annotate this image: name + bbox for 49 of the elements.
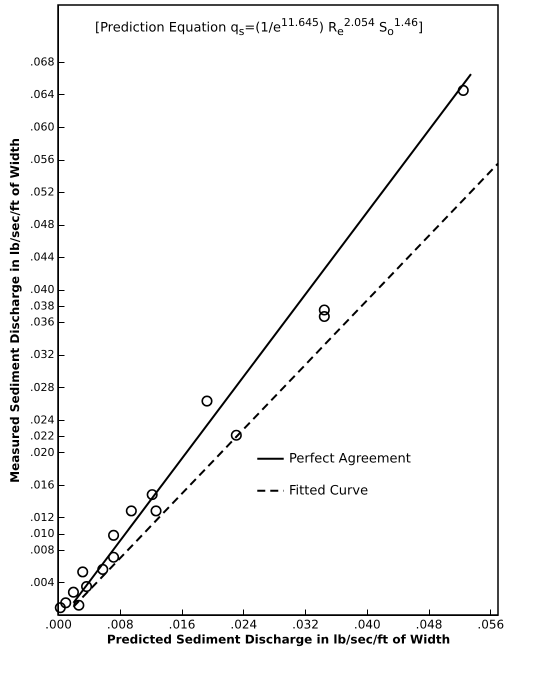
- y-tick-label: .032: [30, 348, 54, 362]
- point: [318, 304, 330, 316]
- y-tick-label: .060: [30, 120, 54, 134]
- point: [77, 566, 88, 578]
- point: [230, 430, 242, 441]
- y-tick-label: .068: [30, 55, 54, 68]
- y-tick-label: .024: [30, 413, 54, 426]
- point: [97, 564, 108, 575]
- y-tick-label: .040: [30, 283, 54, 296]
- point: [81, 581, 92, 592]
- y-tick-label: .022: [30, 430, 54, 443]
- point: [73, 600, 84, 611]
- x-axis-title: Predicted Sediment Discharge in lb/sec/ft of Width: [106, 632, 450, 646]
- legend-label: Perfect Agreement: [289, 452, 411, 467]
- x-tick-label: .056: [477, 618, 504, 632]
- y-tick-label: .028: [30, 380, 54, 394]
- point: [458, 84, 469, 96]
- x-tick-label: .032: [292, 618, 319, 632]
- y-tick-label: .044: [30, 250, 54, 264]
- point: [126, 505, 137, 516]
- point: [54, 602, 66, 614]
- y-tick-label: .036: [30, 316, 54, 329]
- y-tick-label: .038: [30, 299, 54, 312]
- point: [108, 552, 120, 563]
- x-tick-label: .008: [106, 618, 134, 632]
- y-tick-label: .052: [30, 186, 54, 199]
- point: [201, 396, 213, 407]
- y-axis-title: Measured Sediment Discharge in lb/sec/ft of Width: [8, 138, 22, 483]
- point: [146, 489, 158, 500]
- point: [150, 505, 162, 516]
- y-tick-label: .064: [30, 88, 54, 101]
- y-tick-label: .008: [30, 543, 54, 556]
- y-tick-label: .016: [30, 478, 54, 492]
- point: [108, 530, 120, 541]
- x-tick-label: .024: [230, 618, 258, 632]
- point: [318, 310, 330, 322]
- legend-label: Fitted Curve: [289, 484, 368, 499]
- y-tick-label: .048: [30, 218, 54, 232]
- x-tick-label: .040: [354, 618, 381, 632]
- y-tick-label: .020: [30, 446, 54, 459]
- x-tick-label: .016: [168, 618, 196, 632]
- x-tick-label: .048: [416, 618, 442, 632]
- y-tick-label: .010: [30, 527, 54, 540]
- y-tick-label: .056: [30, 153, 54, 166]
- point: [68, 586, 79, 598]
- y-tick-label: .012: [30, 510, 54, 524]
- x-tick-label: .000: [45, 618, 72, 632]
- text: [Prediction Equation q$_{s}$=(1/e$^{11.645}$) R$_{e}$$^{2.054}$ S$_{o}$$^{1.46}$]: [95, 16, 424, 38]
- y-tick-label: .004: [30, 576, 54, 589]
